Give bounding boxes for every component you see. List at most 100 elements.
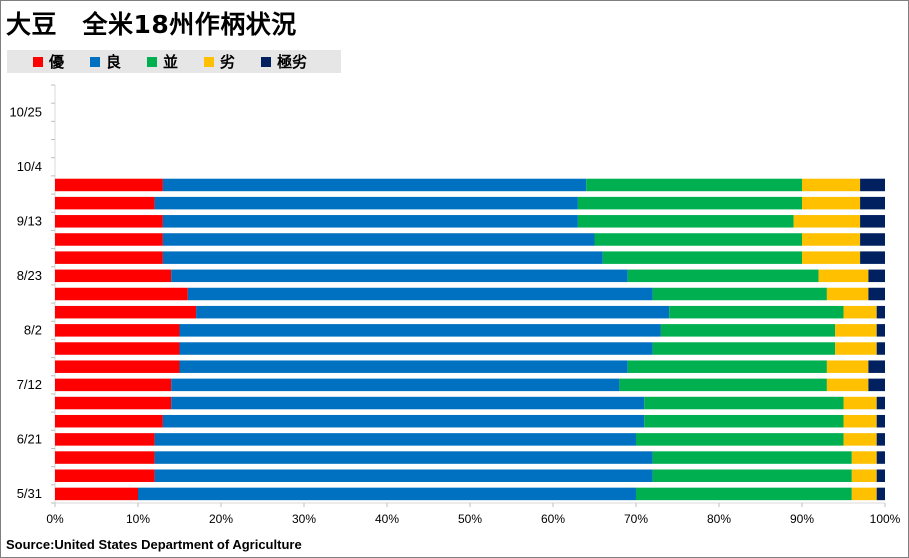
y-tick-label: 9/13 bbox=[17, 213, 42, 228]
y-tick-label: 10/4 bbox=[17, 159, 42, 174]
bar-segment-poor bbox=[802, 251, 861, 264]
bar-segment-poor bbox=[802, 196, 861, 210]
y-tick-label: 5/31 bbox=[17, 486, 42, 501]
legend-swatch-very-poor bbox=[261, 56, 272, 67]
bar-segment-good bbox=[154, 469, 653, 482]
x-tick-label: 30% bbox=[292, 512, 316, 526]
bar-segment-excellent bbox=[55, 396, 172, 410]
bar-segment-excellent bbox=[55, 342, 180, 355]
y-tick-label: 8/23 bbox=[17, 268, 42, 283]
y-tick-label: 8/2 bbox=[24, 322, 42, 337]
legend-item-very-poor: 極劣 bbox=[261, 51, 307, 72]
bar-segment-fair bbox=[627, 360, 827, 373]
bar-segment-fair bbox=[627, 269, 819, 283]
bar-segment-very-poor bbox=[860, 196, 885, 210]
x-tick-label: 90% bbox=[790, 512, 814, 526]
bar-segment-fair bbox=[586, 178, 802, 192]
bar-segment-good bbox=[171, 269, 628, 283]
bar-segment-poor bbox=[843, 305, 877, 319]
bar-segment-good bbox=[154, 433, 636, 446]
bar-segment-good bbox=[154, 451, 653, 464]
bar-segment-very-poor bbox=[860, 178, 885, 192]
legend-item-good: 良 bbox=[90, 51, 121, 72]
x-tick-label: 10% bbox=[126, 512, 150, 526]
bar-segment-poor bbox=[826, 287, 869, 301]
bar-segment-excellent bbox=[55, 360, 180, 373]
legend-label-fair: 並 bbox=[163, 53, 179, 71]
source-note: Source:United States Department of Agric… bbox=[6, 537, 302, 552]
legend-item-fair: 並 bbox=[147, 51, 178, 72]
bar-segment-fair bbox=[652, 451, 852, 464]
bar-segment-very-poor bbox=[876, 342, 885, 355]
bar-segment-very-poor bbox=[868, 360, 885, 373]
bar-segment-excellent bbox=[55, 324, 180, 337]
legend-label-poor: 劣 bbox=[220, 53, 236, 71]
x-tick-label: 50% bbox=[458, 512, 482, 526]
legend-label-very-poor: 極劣 bbox=[277, 53, 308, 71]
y-tick-label: 6/21 bbox=[17, 431, 42, 446]
bar-segment-excellent bbox=[55, 233, 163, 246]
bar-segment-excellent bbox=[55, 378, 172, 392]
bar-segment-fair bbox=[577, 196, 802, 210]
bar-segment-very-poor bbox=[868, 269, 885, 283]
bar-segment-excellent bbox=[55, 251, 163, 264]
y-tick-label: 10/25 bbox=[9, 104, 42, 119]
legend-label-excellent: 優 bbox=[49, 53, 65, 71]
bar-segment-very-poor bbox=[868, 378, 885, 392]
bar-segment-good bbox=[171, 396, 645, 410]
bar-segment-very-poor bbox=[860, 233, 885, 246]
legend-swatch-fair bbox=[147, 56, 158, 67]
bar-segment-poor bbox=[826, 360, 869, 373]
bar-segment-very-poor bbox=[876, 414, 885, 428]
bar-segment-fair bbox=[660, 324, 836, 337]
bar-segment-very-poor bbox=[868, 287, 885, 301]
bar-segment-good bbox=[171, 378, 620, 392]
x-tick-label: 0% bbox=[46, 512, 64, 526]
bar-segment-very-poor bbox=[876, 469, 885, 482]
bar-segment-fair bbox=[602, 251, 802, 264]
bar-segment-fair bbox=[577, 215, 794, 228]
bar-segment-good bbox=[162, 215, 578, 228]
legend-swatch-good bbox=[90, 56, 101, 67]
bar-segment-good bbox=[179, 324, 661, 337]
bar-segment-poor bbox=[826, 378, 869, 392]
x-tick-label: 70% bbox=[624, 512, 648, 526]
bar-segment-poor bbox=[835, 324, 877, 337]
bar-segment-poor bbox=[843, 396, 877, 410]
bar-segment-good bbox=[154, 196, 578, 210]
bar-segment-poor bbox=[802, 178, 861, 192]
bar-segment-very-poor bbox=[876, 433, 885, 446]
bar-segment-fair bbox=[636, 433, 844, 446]
x-tick-label: 100% bbox=[870, 512, 901, 526]
bar-segment-excellent bbox=[55, 196, 155, 210]
bar-segment-poor bbox=[818, 269, 869, 283]
bar-segment-poor bbox=[851, 487, 877, 501]
bar-segment-fair bbox=[652, 287, 827, 301]
x-tick-label: 40% bbox=[375, 512, 399, 526]
bar-segment-good bbox=[162, 251, 603, 264]
bar-segment-excellent bbox=[55, 269, 172, 283]
y-tick-label: 7/12 bbox=[17, 377, 42, 392]
bar-segment-good bbox=[162, 233, 595, 246]
bar-segment-excellent bbox=[55, 178, 163, 192]
bar-segment-good bbox=[162, 414, 645, 428]
x-tick-label: 60% bbox=[541, 512, 565, 526]
bar-segment-fair bbox=[652, 469, 852, 482]
bar-segment-good bbox=[138, 487, 636, 501]
bar-segment-fair bbox=[644, 396, 844, 410]
bar-segment-poor bbox=[851, 451, 877, 464]
bar-segment-very-poor bbox=[876, 396, 885, 410]
bar-segment-excellent bbox=[55, 433, 155, 446]
bar-segment-excellent bbox=[55, 451, 155, 464]
bar-segment-poor bbox=[835, 342, 877, 355]
bar-segment-good bbox=[179, 360, 628, 373]
bar-segment-poor bbox=[851, 469, 877, 482]
bar-segment-good bbox=[162, 178, 587, 192]
bar-segment-very-poor bbox=[860, 215, 885, 228]
bar-segment-fair bbox=[636, 487, 852, 501]
x-tick-label: 80% bbox=[707, 512, 731, 526]
bar-segment-good bbox=[187, 287, 653, 301]
legend-label-good: 良 bbox=[106, 53, 122, 71]
bar-segment-fair bbox=[619, 378, 827, 392]
